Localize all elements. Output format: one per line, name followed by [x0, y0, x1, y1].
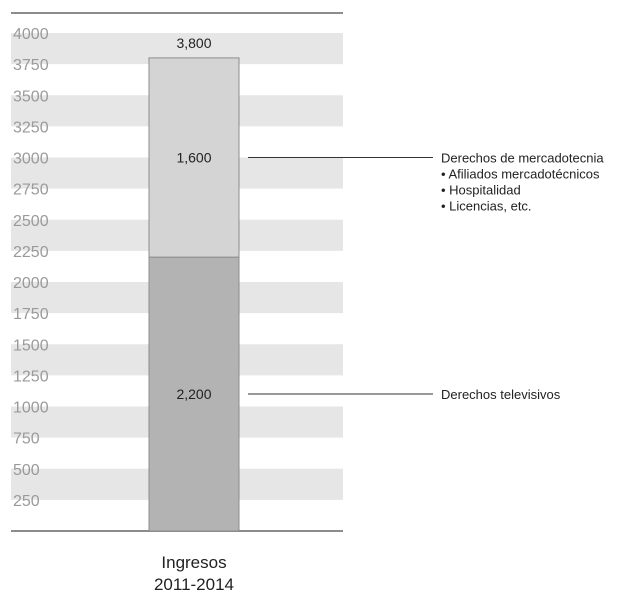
- x-category-label: 2011-2014: [154, 575, 234, 594]
- y-tick-label: 1000: [13, 400, 49, 417]
- y-tick-label: 2000: [13, 275, 49, 292]
- y-tick-label: 4000: [13, 26, 49, 43]
- total-value-label: 3,800: [176, 35, 211, 51]
- y-tick-label: 2750: [13, 182, 49, 199]
- y-tick-label: 750: [13, 431, 40, 448]
- y-tick-label: 3750: [13, 57, 49, 74]
- y-tick-label: 1250: [13, 368, 49, 385]
- y-tick-label: 250: [13, 493, 40, 510]
- y-tick-label: 1750: [13, 306, 49, 323]
- segment-value-label: 1,600: [176, 150, 211, 166]
- y-tick-label: 2500: [13, 213, 49, 230]
- annotation-text: • Afiliados mercadotécnicos: [441, 167, 600, 182]
- segment-value-label: 2,200: [176, 386, 211, 402]
- y-tick-label: 3250: [13, 119, 49, 136]
- y-tick-label: 3000: [13, 151, 49, 168]
- annotation-text: • Licencias, etc.: [441, 199, 532, 214]
- y-tick-label: 500: [13, 462, 40, 479]
- annotation-text: • Hospitalidad: [441, 183, 521, 198]
- annotation-text: Derechos de mercadotecnia: [441, 151, 604, 166]
- x-category-label: Ingresos: [161, 553, 226, 572]
- bar-segment: [148, 256, 240, 532]
- y-tick-label: 1500: [13, 337, 49, 354]
- bar-segment: [148, 57, 240, 258]
- annotation-text: Derechos televisivos: [441, 387, 561, 402]
- y-tick-label: 2250: [13, 244, 49, 261]
- y-tick-label: 3500: [13, 88, 49, 105]
